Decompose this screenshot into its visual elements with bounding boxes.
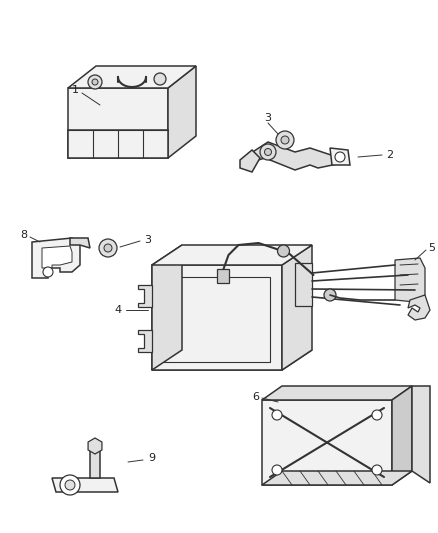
Circle shape xyxy=(43,267,53,277)
Polygon shape xyxy=(152,245,311,265)
Polygon shape xyxy=(42,246,72,268)
Polygon shape xyxy=(68,66,195,88)
Polygon shape xyxy=(261,400,391,485)
Circle shape xyxy=(104,244,112,252)
Polygon shape xyxy=(168,66,195,158)
Polygon shape xyxy=(152,350,311,370)
Circle shape xyxy=(371,410,381,420)
Polygon shape xyxy=(240,150,259,172)
Text: 9: 9 xyxy=(148,453,155,463)
Polygon shape xyxy=(152,245,182,370)
Polygon shape xyxy=(261,386,411,400)
Circle shape xyxy=(276,131,293,149)
Circle shape xyxy=(154,73,166,85)
Polygon shape xyxy=(90,448,100,478)
Polygon shape xyxy=(247,142,341,170)
Polygon shape xyxy=(70,238,90,248)
Circle shape xyxy=(99,239,117,257)
Polygon shape xyxy=(329,148,349,165)
Polygon shape xyxy=(32,238,80,278)
Polygon shape xyxy=(152,265,281,370)
Text: 2: 2 xyxy=(385,150,392,160)
Text: 4: 4 xyxy=(114,305,121,315)
Polygon shape xyxy=(138,285,152,307)
Polygon shape xyxy=(391,386,411,485)
Circle shape xyxy=(264,149,271,156)
Text: 6: 6 xyxy=(252,392,259,402)
Text: 1: 1 xyxy=(71,85,78,95)
Polygon shape xyxy=(261,471,411,485)
Circle shape xyxy=(259,144,276,160)
Polygon shape xyxy=(164,277,269,362)
Circle shape xyxy=(277,245,289,257)
Text: 5: 5 xyxy=(427,243,434,253)
Circle shape xyxy=(65,480,75,490)
Polygon shape xyxy=(394,258,424,302)
Text: 3: 3 xyxy=(264,113,271,123)
Circle shape xyxy=(371,465,381,475)
Circle shape xyxy=(334,152,344,162)
Circle shape xyxy=(272,465,281,475)
Circle shape xyxy=(92,79,98,85)
Circle shape xyxy=(88,75,102,89)
Polygon shape xyxy=(411,386,429,483)
Text: 3: 3 xyxy=(144,235,151,245)
Polygon shape xyxy=(88,438,102,454)
Polygon shape xyxy=(294,263,311,306)
Circle shape xyxy=(323,289,335,301)
Polygon shape xyxy=(281,245,311,370)
Polygon shape xyxy=(217,269,229,283)
Polygon shape xyxy=(52,478,118,492)
Polygon shape xyxy=(407,295,429,320)
Polygon shape xyxy=(68,130,168,158)
Polygon shape xyxy=(68,88,168,158)
Text: 8: 8 xyxy=(21,230,28,240)
Circle shape xyxy=(60,475,80,495)
Circle shape xyxy=(280,136,288,144)
Polygon shape xyxy=(138,330,152,352)
Circle shape xyxy=(272,410,281,420)
